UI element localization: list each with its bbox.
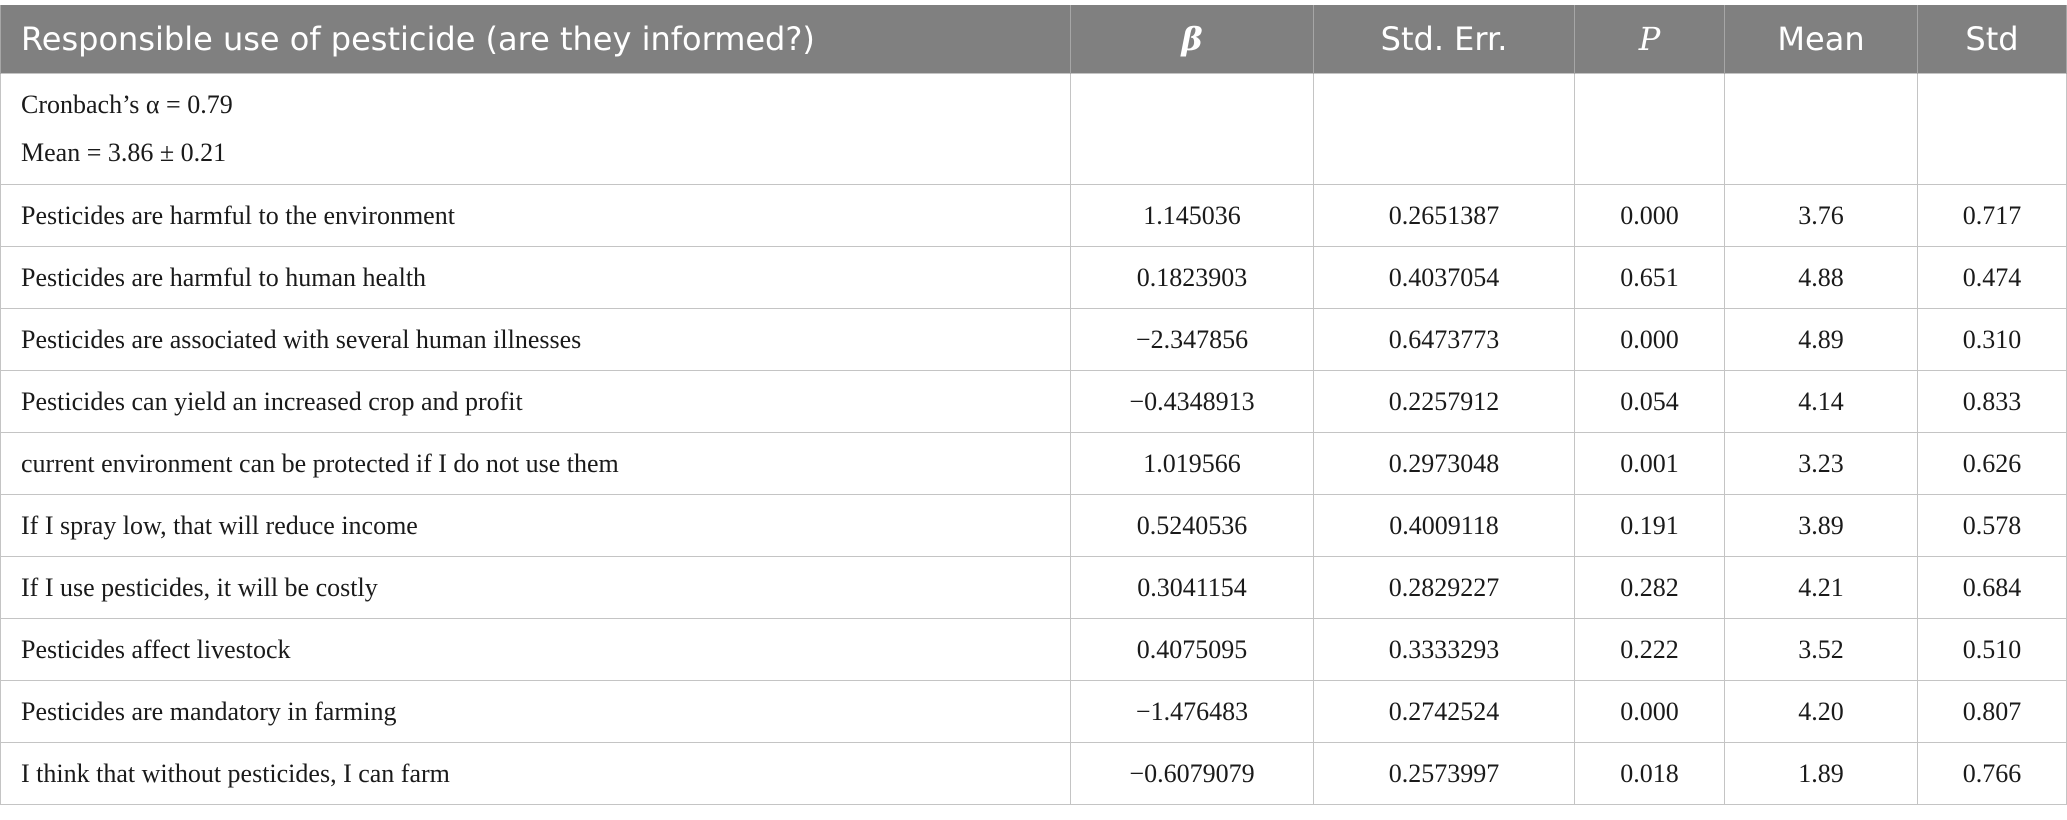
mean-value: 3.89 — [1724, 494, 1918, 557]
beta-value: 0.5240536 — [1070, 494, 1314, 557]
p-value: 0.282 — [1574, 556, 1725, 619]
header-row: Responsible use of pesticide (are they i… — [0, 5, 2067, 74]
table-row: current environment can be protected if … — [0, 432, 2067, 495]
p-value: 0.000 — [1574, 184, 1725, 247]
item-label: Pesticides affect livestock — [0, 618, 1071, 681]
item-label: Pesticides are associated with several h… — [0, 308, 1071, 371]
mean-value: 1.89 — [1724, 742, 1918, 805]
empty-cell — [1313, 73, 1575, 185]
p-value: 0.000 — [1574, 680, 1725, 743]
empty-cell — [1574, 73, 1725, 185]
mean-value: 4.21 — [1724, 556, 1918, 619]
std-err-value: 0.2973048 — [1313, 432, 1575, 495]
beta-value: 1.019566 — [1070, 432, 1314, 495]
beta-value: −1.476483 — [1070, 680, 1314, 743]
item-label: Pesticides are harmful to human health — [0, 246, 1071, 309]
std-value: 0.766 — [1917, 742, 2067, 805]
item-label: I think that without pesticides, I can f… — [0, 742, 1071, 805]
header-mean: Mean — [1724, 5, 1918, 74]
std-err-value: 0.4009118 — [1313, 494, 1575, 557]
std-err-value: 0.2257912 — [1313, 370, 1575, 433]
header-std-err: Std. Err. — [1313, 5, 1575, 74]
beta-value: −0.6079079 — [1070, 742, 1314, 805]
item-label: If I spray low, that will reduce income — [0, 494, 1071, 557]
beta-value: 0.3041154 — [1070, 556, 1314, 619]
std-value: 0.833 — [1917, 370, 2067, 433]
mean-value: 3.76 — [1724, 184, 1918, 247]
std-value: 0.310 — [1917, 308, 2067, 371]
std-value: 0.510 — [1917, 618, 2067, 681]
p-value: 0.651 — [1574, 246, 1725, 309]
mean-value: 4.89 — [1724, 308, 1918, 371]
beta-value: 0.1823903 — [1070, 246, 1314, 309]
item-label: If I use pesticides, it will be costly — [0, 556, 1071, 619]
header-std: Std — [1917, 5, 2067, 74]
beta-value: 0.4075095 — [1070, 618, 1314, 681]
p-value: 0.191 — [1574, 494, 1725, 557]
meta-cell: Cronbach’s α = 0.79 Mean = 3.86 ± 0.21 — [0, 73, 1071, 185]
header-beta: β — [1070, 5, 1314, 74]
p-value: 0.018 — [1574, 742, 1725, 805]
mean-value: 4.20 — [1724, 680, 1918, 743]
table-row: Pesticides are harmful to human health 0.… — [0, 246, 2067, 309]
table-row: If I use pesticides, it will be costly 0.… — [0, 556, 2067, 619]
empty-cell — [1917, 73, 2067, 185]
p-value: 0.222 — [1574, 618, 1725, 681]
std-value: 0.626 — [1917, 432, 2067, 495]
p-value: 0.054 — [1574, 370, 1725, 433]
mean-value: 3.52 — [1724, 618, 1918, 681]
cronbach-alpha: Cronbach’s α = 0.79 — [21, 90, 233, 119]
empty-cell — [1724, 73, 1918, 185]
table-row: Pesticides can yield an increased crop a… — [0, 370, 2067, 433]
item-label: current environment can be protected if … — [0, 432, 1071, 495]
table-row: I think that without pesticides, I can f… — [0, 742, 2067, 805]
std-err-value: 0.2829227 — [1313, 556, 1575, 619]
table-row: Pesticides are mandatory in farming −1.47… — [0, 680, 2067, 743]
beta-value: −2.347856 — [1070, 308, 1314, 371]
table-row: Pesticides affect livestock 0.4075095 0.33… — [0, 618, 2067, 681]
item-label: Pesticides are harmful to the environmen… — [0, 184, 1071, 247]
header-item: Responsible use of pesticide (are they i… — [0, 5, 1071, 74]
item-label: Pesticides can yield an increased crop a… — [0, 370, 1071, 433]
std-value: 0.684 — [1917, 556, 2067, 619]
std-err-value: 0.2573997 — [1313, 742, 1575, 805]
std-value: 0.807 — [1917, 680, 2067, 743]
pesticide-results-table: Responsible use of pesticide (are they i… — [0, 5, 2067, 805]
std-value: 0.474 — [1917, 246, 2067, 309]
mean-value: 4.14 — [1724, 370, 1918, 433]
header-p: P — [1574, 5, 1725, 74]
beta-value: −0.4348913 — [1070, 370, 1314, 433]
table-row: If I spray low, that will reduce income 0… — [0, 494, 2067, 557]
std-value: 0.578 — [1917, 494, 2067, 557]
p-value: 0.000 — [1574, 308, 1725, 371]
beta-value: 1.145036 — [1070, 184, 1314, 247]
std-err-value: 0.2742524 — [1313, 680, 1575, 743]
results-table-container: Responsible use of pesticide (are they i… — [0, 5, 2067, 805]
table-row: Pesticides are harmful to the environmen… — [0, 184, 2067, 247]
mean-value: 4.88 — [1724, 246, 1918, 309]
item-label: Pesticides are mandatory in farming — [0, 680, 1071, 743]
mean-value: 3.23 — [1724, 432, 1918, 495]
table-row: Pesticides are associated with several h… — [0, 308, 2067, 371]
empty-cell — [1070, 73, 1314, 185]
overall-mean: Mean = 3.86 ± 0.21 — [21, 138, 227, 167]
meta-row: Cronbach’s α = 0.79 Mean = 3.86 ± 0.21 — [0, 73, 2067, 185]
std-err-value: 0.2651387 — [1313, 184, 1575, 247]
p-value: 0.001 — [1574, 432, 1725, 495]
std-err-value: 0.3333293 — [1313, 618, 1575, 681]
std-err-value: 0.4037054 — [1313, 246, 1575, 309]
std-err-value: 0.6473773 — [1313, 308, 1575, 371]
std-value: 0.717 — [1917, 184, 2067, 247]
